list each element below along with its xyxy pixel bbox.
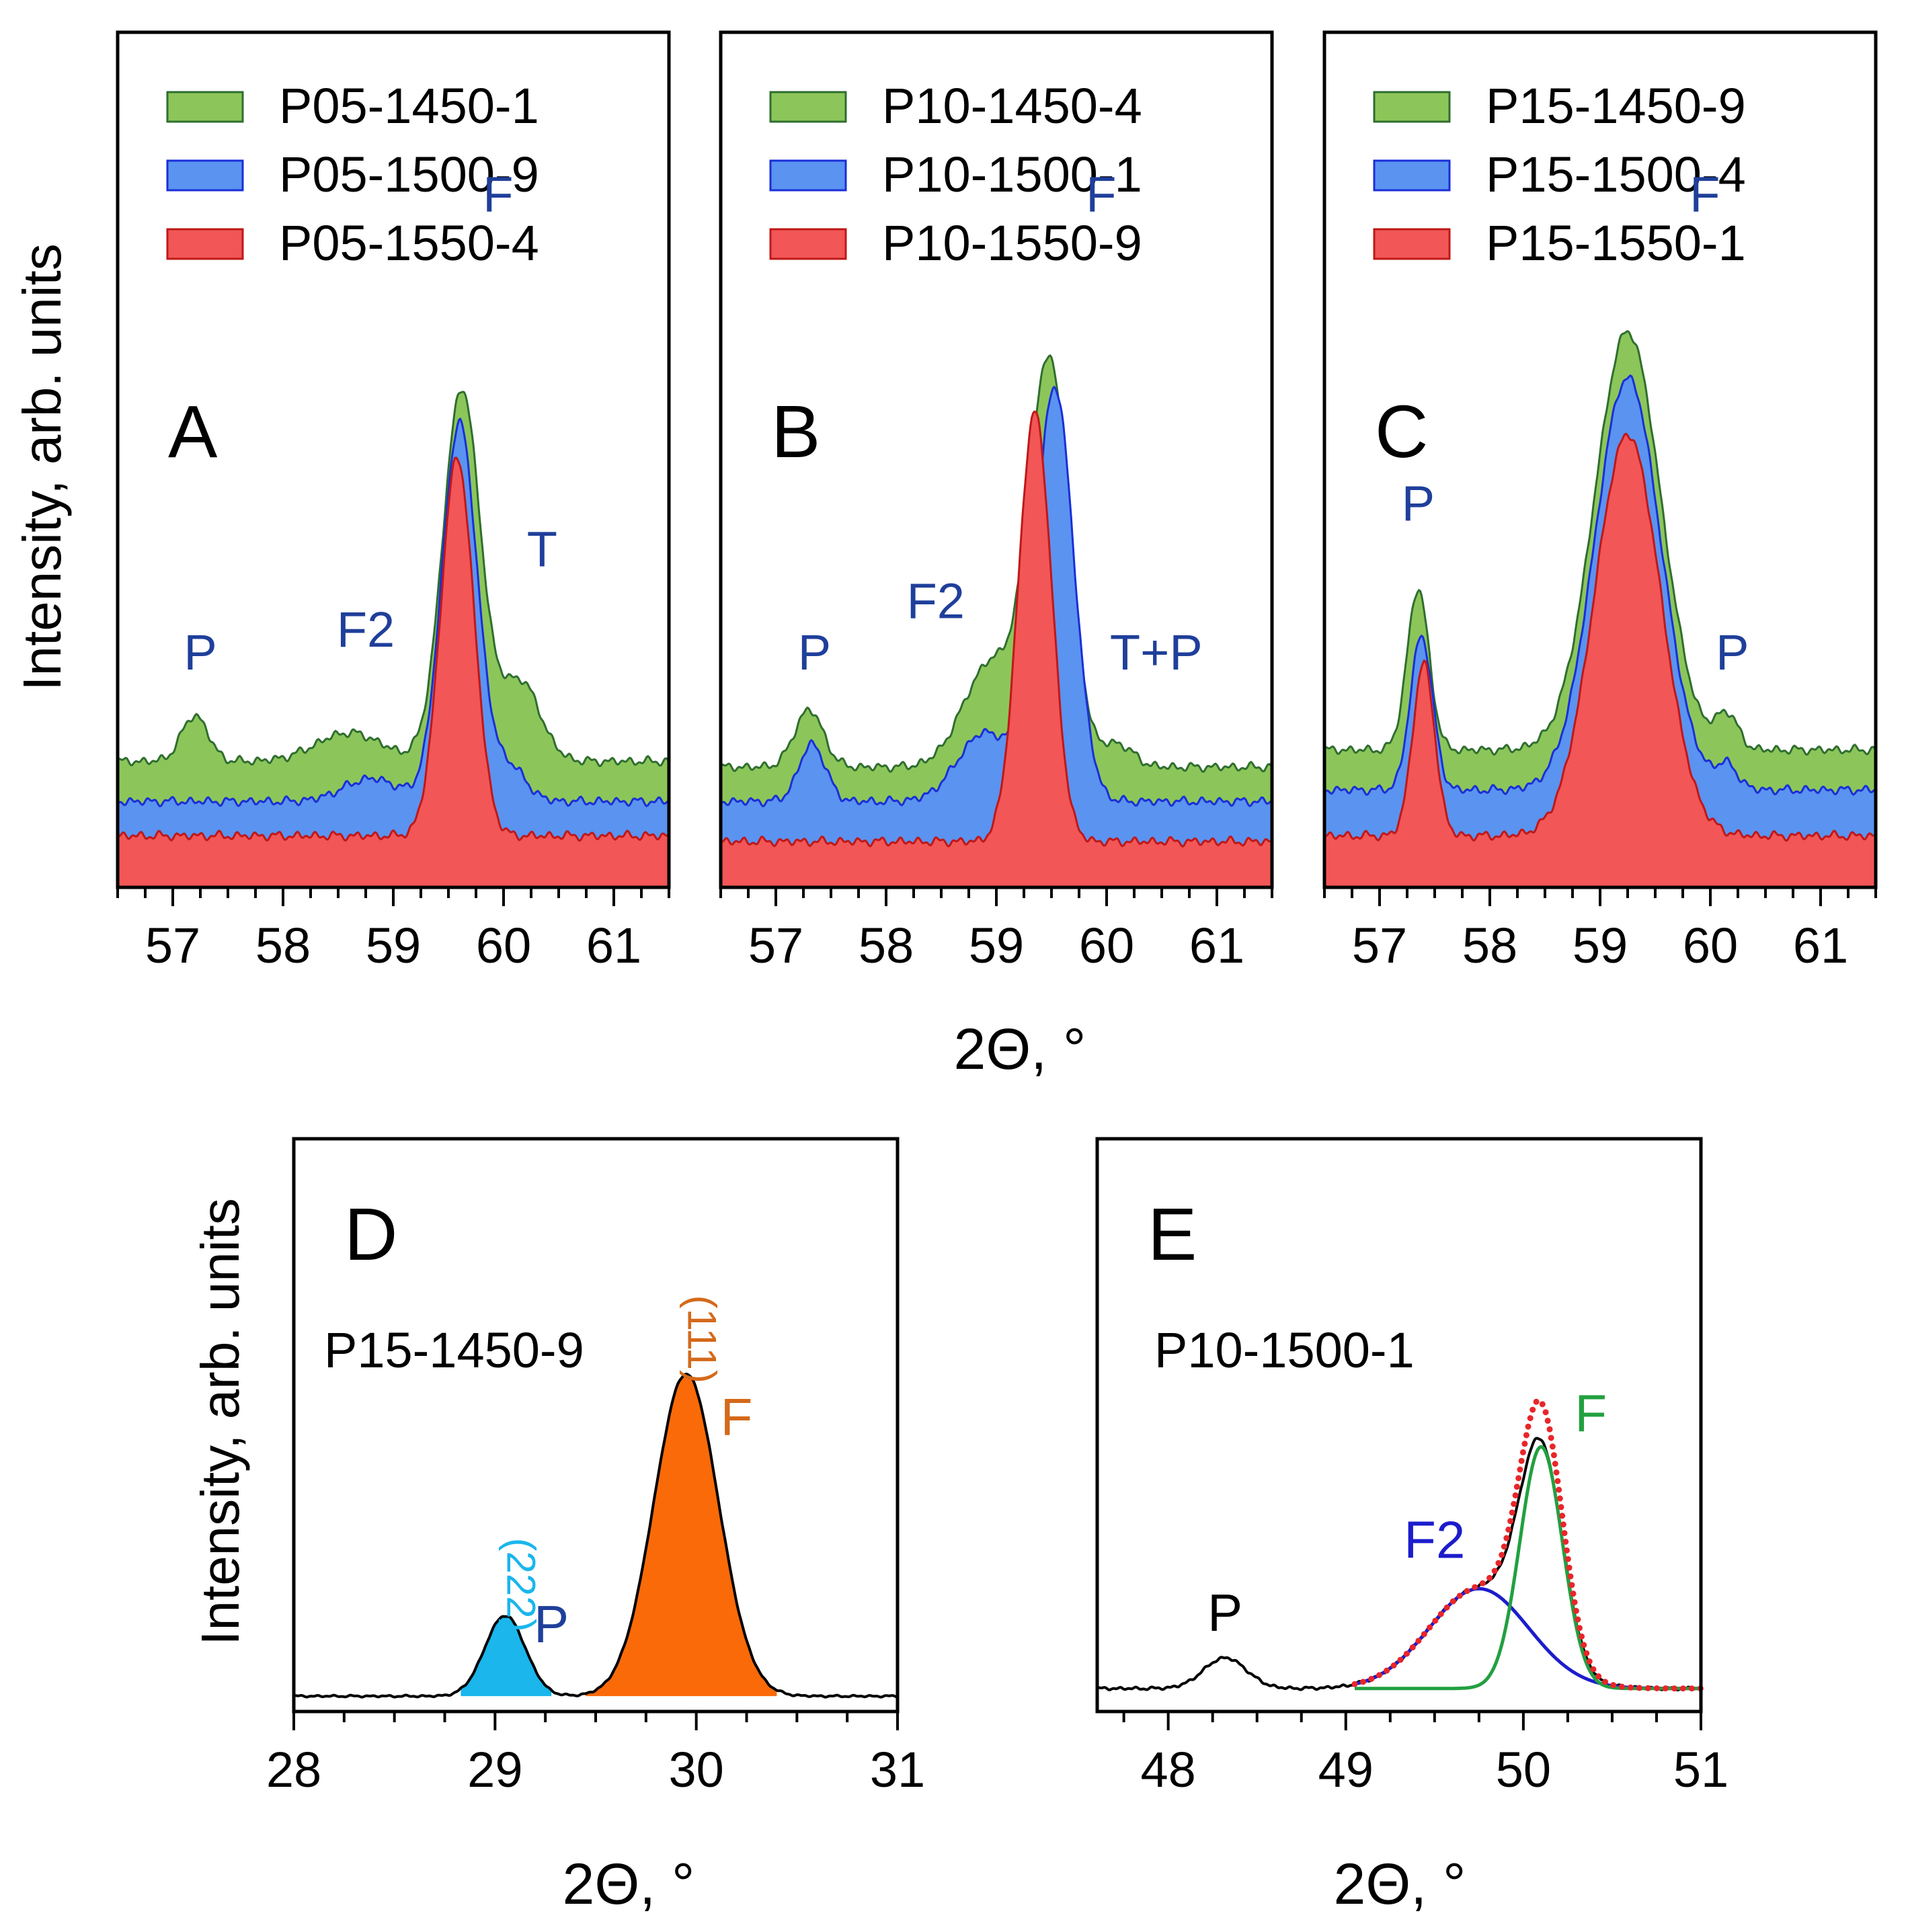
- series-area-blue: [721, 387, 1272, 887]
- peak-label-c: P: [1716, 625, 1749, 680]
- legend-entry: P10-1500-1: [882, 147, 1142, 202]
- peak-label-b: P: [798, 625, 831, 680]
- panel-label-c: C: [1375, 391, 1428, 473]
- series-line-green: [1324, 329, 1876, 756]
- legend-entry: P15-1550-1: [1486, 215, 1746, 271]
- legend-swatch-green: [769, 91, 847, 123]
- x-tick-label-e: 51: [1673, 1742, 1728, 1798]
- x-tick-label-a: 57: [145, 918, 200, 973]
- x-tick-label-b: 60: [1079, 918, 1134, 973]
- peak-fill-cyan: [461, 1615, 552, 1697]
- series-line-red: [117, 456, 670, 842]
- fit-component-f: [1355, 1445, 1701, 1691]
- legend-entry: P10-1550-9: [882, 215, 1142, 271]
- peak-label-d: (222): [498, 1538, 543, 1632]
- x-tick-label-b: 57: [748, 918, 803, 973]
- panel-label-e: E: [1148, 1193, 1197, 1276]
- peak-label-c: P: [1402, 476, 1435, 532]
- legend-swatch-blue: [166, 159, 244, 192]
- peak-label-d: (111): [680, 1295, 725, 1383]
- legend-entry: P05-1550-4: [279, 215, 539, 271]
- panel-c: 57 58 59 60 61 P15-1450-9 P15-1500-4 P15-1550-1…: [1322, 30, 1878, 973]
- peak-label-d: F: [721, 1387, 753, 1447]
- legend-swatch-green: [166, 91, 244, 123]
- series-line-red: [720, 410, 1273, 848]
- series-line-green: [720, 354, 1273, 773]
- x-tick-label-d: 29: [467, 1742, 522, 1798]
- peak-label-e: P: [1207, 1583, 1242, 1642]
- x-tick-label-d: 30: [669, 1742, 724, 1798]
- legend-entry: P10-1450-4: [882, 78, 1142, 134]
- series-line-blue: [720, 385, 1273, 807]
- x-tick-label-a: 59: [366, 918, 421, 973]
- series-area-green: [721, 355, 1272, 887]
- series-line-blue: [1324, 374, 1876, 796]
- panel-label-b: B: [771, 391, 820, 473]
- x-tick-label-b: 59: [969, 918, 1024, 973]
- x-tick-label-c: 58: [1462, 918, 1517, 973]
- x-tick-label-e: 49: [1318, 1742, 1374, 1798]
- peak-label-b: F2: [907, 573, 965, 629]
- panel-label-d: D: [344, 1193, 397, 1276]
- sample-name-e: P10-1500-1: [1154, 1322, 1415, 1378]
- plot-frame-e: [1095, 1137, 1703, 1714]
- peak-label-e: F2: [1404, 1511, 1465, 1570]
- peak-label-a: P: [184, 625, 216, 680]
- series-area-red: [118, 457, 669, 887]
- fit-component-f2: [1354, 1586, 1701, 1691]
- x-tick-label-a: 58: [255, 918, 311, 973]
- x-tick-label-b: 58: [859, 918, 914, 973]
- fit-sum-dotted-line: [1351, 1397, 1704, 1692]
- legend-swatch-red: [769, 228, 847, 260]
- peak-label-a: F2: [337, 602, 395, 657]
- spectrum-line: [293, 1372, 898, 1699]
- x-tick-label-e: 48: [1140, 1742, 1195, 1798]
- x-tick-label-d: 31: [870, 1742, 925, 1798]
- x-tick-label-c: 61: [1793, 918, 1848, 973]
- legend-swatch-red: [1373, 228, 1451, 260]
- series-line-green: [117, 391, 670, 767]
- measured-spectrum-line: [1097, 1437, 1702, 1692]
- peak-label-b: T+P: [1110, 625, 1203, 680]
- x-tick-label-a: 60: [476, 918, 531, 973]
- legend-swatch-blue: [769, 159, 847, 192]
- series-area-red: [1324, 434, 1876, 887]
- y-axis-label-bottom: Intensity, arb. units: [190, 1198, 250, 1646]
- peak-label-e: F: [1575, 1383, 1607, 1443]
- legend-swatch-green: [1373, 91, 1451, 123]
- panel-label-a: A: [168, 391, 218, 473]
- x-tick-label-e: 50: [1496, 1742, 1551, 1798]
- sample-name-d: P15-1450-9: [324, 1322, 584, 1378]
- legend-entry: P15-1450-9: [1486, 78, 1746, 134]
- panel-d: 28 29 30 31 D P15-1450-9 P(222) F(111): [266, 1137, 925, 1798]
- x-tick-label-c: 59: [1573, 918, 1628, 973]
- legend-swatch-blue: [1373, 159, 1451, 192]
- panel-a: 57 58 59 60 61 P05-1450-1 P05-1500-9 P05-1550-4…: [116, 30, 671, 973]
- peak-label-a: F: [483, 166, 513, 222]
- series-line-blue: [117, 417, 670, 807]
- peak-label-b: F: [1086, 166, 1116, 222]
- x-tick-label-a: 61: [586, 918, 641, 973]
- peak-label-c: F: [1690, 166, 1720, 222]
- peak-label-a: T: [527, 522, 557, 577]
- panel-b: 57 58 59 60 61 P10-1450-4 P10-1500-1 P10-1550-9…: [719, 30, 1274, 973]
- x-axis-label-top: 2Θ, °: [954, 1017, 1086, 1082]
- legend-entry: P15-1500-4: [1486, 147, 1746, 202]
- legend-entry: P05-1500-9: [279, 147, 539, 202]
- series-area-green: [118, 391, 669, 887]
- legend-entry: P05-1450-1: [279, 78, 539, 134]
- y-axis-label-top: Intensity, arb. units: [12, 243, 72, 691]
- peak-label-d: P: [534, 1595, 569, 1654]
- x-axis-label-d: 2Θ, °: [563, 1852, 695, 1917]
- x-tick-label-c: 57: [1352, 918, 1407, 973]
- series-line-red: [1324, 432, 1876, 842]
- x-tick-label-b: 61: [1189, 918, 1244, 973]
- legend-swatch-red: [166, 228, 244, 260]
- panel-e: 48 49 50 51 E P10-1500-1 P F2 F: [1095, 1137, 1728, 1798]
- x-tick-label-d: 28: [266, 1742, 321, 1798]
- x-axis-label-e: 2Θ, °: [1334, 1852, 1466, 1917]
- x-tick-label-c: 60: [1683, 918, 1738, 973]
